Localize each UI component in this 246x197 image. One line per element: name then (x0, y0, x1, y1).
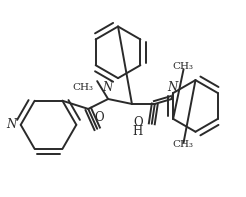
Text: CH₃: CH₃ (72, 83, 93, 92)
Text: CH₃: CH₃ (172, 140, 193, 149)
Text: CH₃: CH₃ (172, 62, 193, 71)
Text: N: N (102, 81, 112, 94)
Text: H: H (133, 125, 143, 138)
Text: O: O (94, 111, 104, 124)
Text: O: O (133, 116, 143, 129)
Text: N: N (6, 118, 17, 131)
Text: N: N (168, 81, 178, 94)
